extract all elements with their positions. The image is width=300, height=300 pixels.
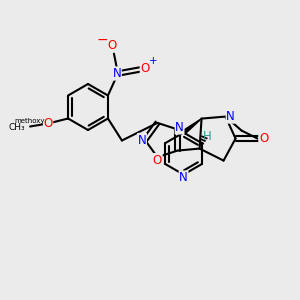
Text: N: N (112, 67, 121, 80)
Text: N: N (226, 110, 235, 123)
Text: H: H (203, 130, 212, 143)
Text: N: N (175, 121, 184, 134)
Text: N: N (179, 171, 188, 184)
Polygon shape (182, 118, 202, 134)
Text: O: O (140, 62, 149, 75)
Text: O: O (44, 117, 53, 130)
Text: O: O (107, 39, 116, 52)
Text: N: N (138, 134, 146, 146)
Text: O: O (153, 154, 162, 166)
Text: methoxy: methoxy (15, 118, 45, 124)
Text: CH₃: CH₃ (8, 123, 25, 132)
Text: O: O (259, 132, 268, 145)
Text: −: − (96, 32, 108, 46)
Text: +: + (148, 56, 157, 67)
